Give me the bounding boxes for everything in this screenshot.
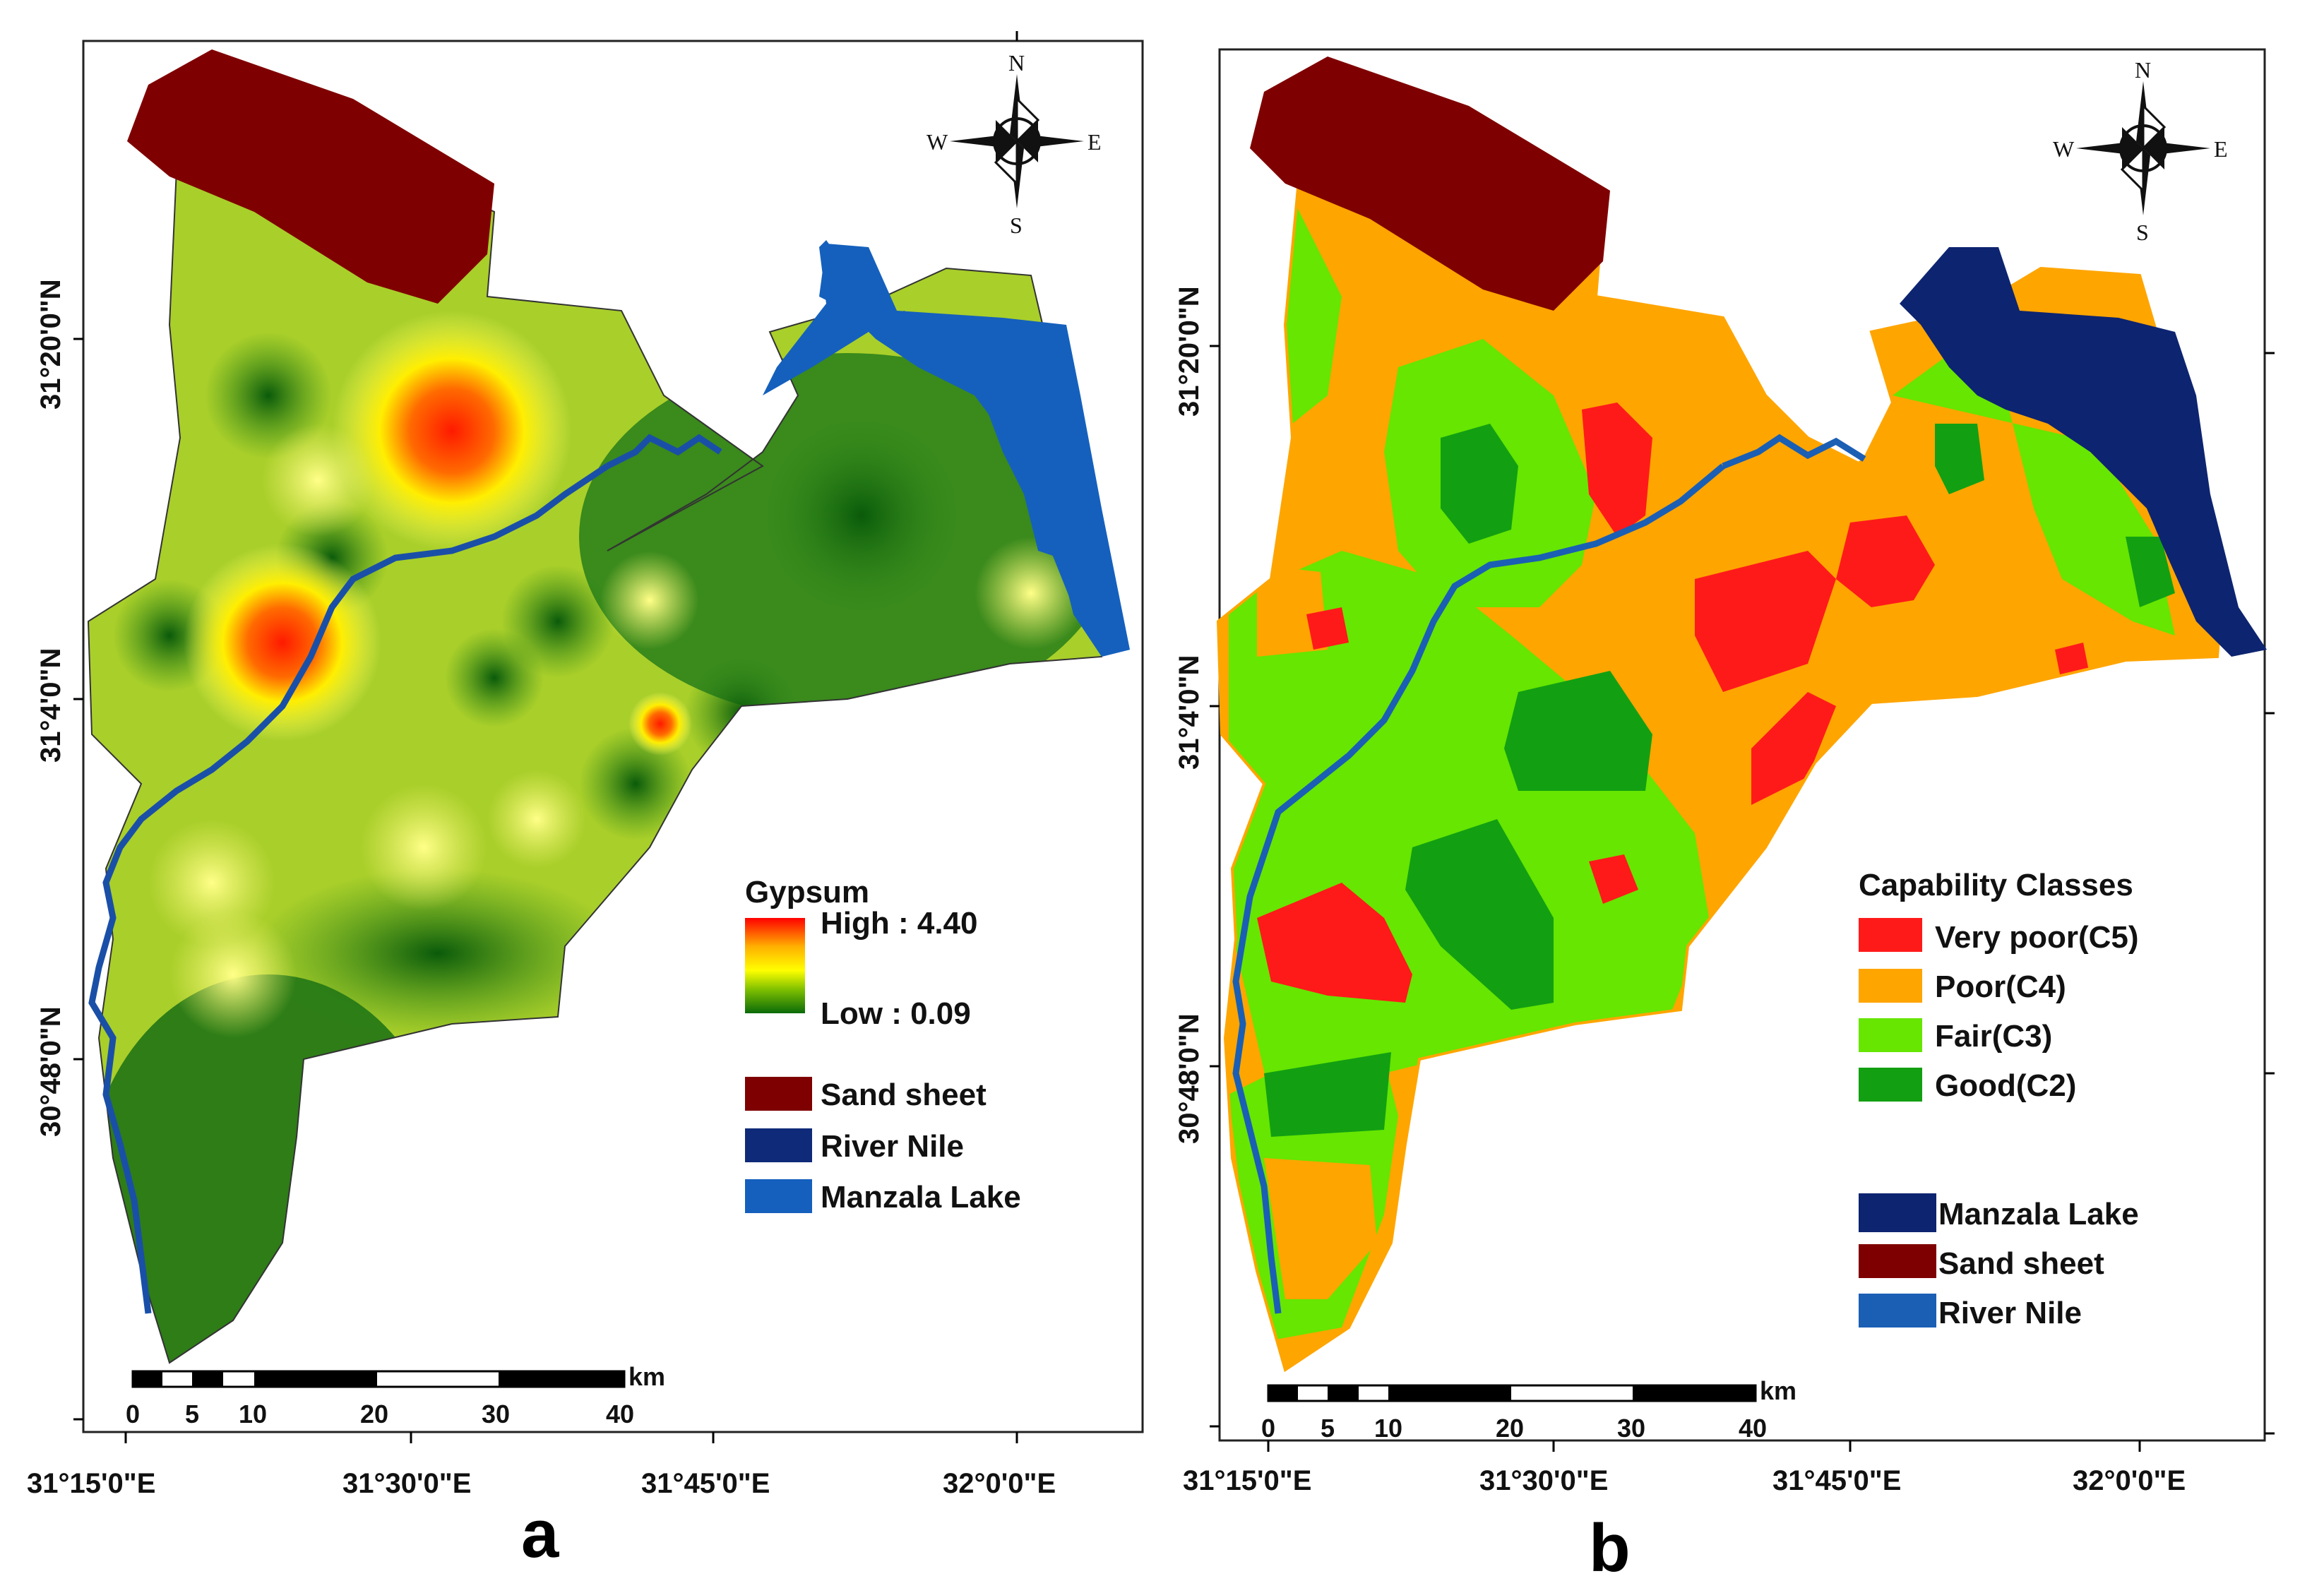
- swatch-river-b: [1859, 1294, 1936, 1328]
- lon-label-a-1: 31°30'0"E: [342, 1468, 471, 1499]
- swatch-manzala-b: [1859, 1193, 1936, 1232]
- legend-low: Low : 0.09: [821, 996, 971, 1031]
- lat-label-a-2: 30°48'0"N: [35, 1006, 66, 1137]
- lat-label-b-0: 31°20'0"N: [1174, 286, 1205, 417]
- legend-class-c3: Fair(C3): [1935, 1019, 2052, 1054]
- scalebar-b: km 0 5 10 20 30 40: [1261, 1376, 1796, 1443]
- legend-item-sand-a: Sand sheet: [821, 1078, 987, 1112]
- scale-tick-b-0: 0: [1261, 1414, 1275, 1443]
- scalebar-a: km 0 5 10 20 30 40: [126, 1362, 665, 1428]
- scale-tick-b-5: 5: [1321, 1414, 1335, 1443]
- panel-a: N S W E Gypsum High : 4.40 Low : 0.09 Sa…: [27, 31, 1144, 1572]
- lon-label-a-2: 31°45'0"E: [641, 1468, 770, 1499]
- lon-label-b-2: 31°45'0"E: [1772, 1465, 1901, 1496]
- swatch-sand-sheet-b: [1859, 1244, 1936, 1278]
- scale-tick-a-0: 0: [126, 1400, 140, 1428]
- lat-label-a-0: 31°20'0"N: [35, 279, 66, 410]
- swatch-c3: [1859, 1018, 1922, 1052]
- scale-unit-b: km: [1760, 1376, 1796, 1405]
- legend-a: Gypsum High : 4.40 Low : 0.09 Sand sheet…: [745, 875, 1021, 1215]
- legend-class-c5: Very poor(C5): [1935, 920, 2139, 955]
- legend-item-river-a: River Nile: [821, 1129, 964, 1164]
- scale-tick-b-40: 40: [1739, 1414, 1767, 1443]
- legend-item-manzala-a: Manzala Lake: [821, 1180, 1021, 1215]
- panel-label-a: a: [521, 1496, 559, 1572]
- scale-tick-a-40: 40: [606, 1400, 634, 1428]
- legend-class-c2: Good(C2): [1935, 1068, 2076, 1103]
- compass-rose-b: N S W E: [2053, 57, 2228, 245]
- compass-s-b: S: [2136, 220, 2149, 245]
- scale-tick-b-20: 20: [1496, 1414, 1524, 1443]
- scale-tick-a-10: 10: [239, 1400, 267, 1428]
- lat-label-a-1: 31°4'0"N: [35, 648, 66, 763]
- compass-e-b: E: [2214, 136, 2228, 162]
- graticule-b: 31°15'0"E 31°30'0"E 31°45'0"E 32°0'0"E 3…: [1174, 286, 2275, 1496]
- graticule-a: 31°15'0"E 31°30'0"E 31°45'0"E 32°0'0"E 3…: [27, 31, 1056, 1499]
- compass-w-a: W: [926, 129, 948, 155]
- manzala-lake-area-b: [1900, 247, 2267, 657]
- scale-tick-a-30: 30: [482, 1400, 510, 1428]
- compass-e-a: E: [1087, 129, 1102, 155]
- scale-unit-a: km: [628, 1362, 665, 1391]
- scale-tick-b-30: 30: [1617, 1414, 1645, 1443]
- compass-w-b: W: [2053, 136, 2075, 162]
- panel-b: N S W E Capability Classes Very poor(C5)…: [1174, 48, 2275, 1586]
- lon-label-b-3: 32°0'0"E: [2073, 1465, 2186, 1496]
- river-nile: [88, 463, 609, 1314]
- legend-b: Capability Classes Very poor(C5) Poor(C4…: [1859, 868, 2139, 1330]
- panel-label-b: b: [1589, 1510, 1631, 1586]
- swatch-c4: [1859, 969, 1922, 1003]
- manzala-lake-main: [819, 244, 1130, 657]
- lon-label-a-0: 31°15'0"E: [27, 1468, 155, 1499]
- legend-item-river-b: River Nile: [1938, 1296, 2082, 1330]
- river-nile-b: [1232, 463, 1725, 1314]
- compass-n-a: N: [1008, 50, 1025, 76]
- swatch-c2: [1859, 1068, 1922, 1102]
- legend-title-a: Gypsum: [745, 875, 869, 909]
- scale-tick-b-10: 10: [1374, 1414, 1402, 1443]
- swatch-sand-sheet-a: [745, 1077, 812, 1111]
- scale-tick-a-5: 5: [185, 1400, 199, 1428]
- lon-label-b-1: 31°30'0"E: [1479, 1465, 1608, 1496]
- compass-n-b: N: [2135, 57, 2151, 83]
- compass-rose-a: N S W E: [926, 50, 1102, 238]
- sand-sheet-area: [127, 49, 494, 304]
- legend-class-c4: Poor(C4): [1935, 969, 2066, 1004]
- lat-label-b-1: 31°4'0"N: [1174, 655, 1205, 770]
- lon-label-a-3: 32°0'0"E: [943, 1468, 1056, 1499]
- gypsum-ramp: [745, 918, 805, 1013]
- lat-label-b-2: 30°48'0"N: [1174, 1013, 1205, 1144]
- compass-s-a: S: [1010, 213, 1023, 238]
- scale-tick-a-20: 20: [360, 1400, 388, 1428]
- swatch-river-nile-a: [745, 1128, 812, 1162]
- lon-label-b-0: 31°15'0"E: [1183, 1465, 1311, 1496]
- swatch-manzala-a: [745, 1179, 812, 1213]
- legend-title-b: Capability Classes: [1859, 868, 2133, 902]
- legend-item-manzala-b: Manzala Lake: [1938, 1197, 2139, 1231]
- legend-item-sand-b: Sand sheet: [1938, 1246, 2104, 1281]
- legend-high: High : 4.40: [821, 906, 978, 941]
- sand-sheet-area-b: [1250, 56, 1610, 311]
- swatch-c5: [1859, 918, 1922, 952]
